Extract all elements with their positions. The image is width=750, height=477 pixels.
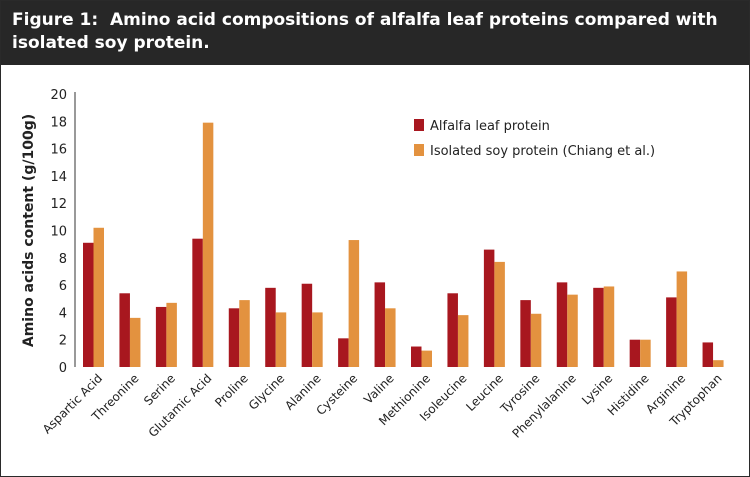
y-axis-title: Amino acids content (g/100g)	[21, 114, 37, 347]
bar-alfalfa	[593, 287, 604, 367]
bar-alfalfa	[702, 342, 714, 367]
x-tick-label: Proline	[212, 371, 251, 410]
x-tick-label: Phenylalanine	[509, 371, 578, 440]
y-tick-label: 20	[50, 88, 67, 103]
bar-soy	[348, 240, 360, 367]
bar-soy	[275, 312, 287, 367]
bar-alfalfa	[520, 300, 531, 367]
figure-header: Figure 1: Amino acid compositions of alf…	[1, 1, 749, 65]
bar-alfalfa	[447, 293, 458, 367]
bar-alfalfa	[374, 282, 386, 367]
bar-soy	[713, 360, 724, 367]
bar-soy	[603, 286, 615, 367]
legend-swatch	[414, 119, 424, 131]
legend-label: Alfalfa leaf protein	[430, 119, 550, 134]
bar-soy	[530, 313, 542, 367]
bar-alfalfa	[338, 338, 349, 367]
y-tick-label: 16	[50, 143, 67, 158]
bar-soy	[385, 308, 396, 367]
bar-alfalfa	[119, 293, 130, 367]
bar-alfalfa	[228, 308, 240, 367]
bar-alfalfa	[155, 306, 167, 367]
bar-soy	[312, 312, 323, 367]
bar-soy	[457, 315, 469, 367]
bar-alfalfa	[265, 287, 276, 367]
bar-soy	[202, 122, 214, 367]
y-tick-label: 8	[59, 252, 67, 267]
x-tick-label: Aspartic Acid	[40, 371, 105, 436]
x-tick-label: Valine	[361, 371, 397, 407]
y-tick-label: 12	[50, 197, 67, 212]
y-tick-label: 0	[59, 361, 67, 376]
figure-title: Figure 1: Amino acid compositions of alf…	[12, 10, 724, 53]
y-tick-label: 14	[50, 170, 67, 185]
y-tick-label: 10	[50, 225, 67, 240]
bar-alfalfa	[629, 339, 641, 367]
x-tick-label: Glycine	[246, 371, 287, 412]
bar-soy	[93, 227, 104, 367]
x-tick-label: Glutamic Acid	[146, 371, 215, 440]
legend-swatch	[414, 144, 424, 156]
legend-label: Isolated soy protein (Chiang et al.)	[430, 144, 655, 159]
bar-soy	[239, 300, 250, 367]
bar-soy	[640, 339, 651, 367]
bar-alfalfa	[666, 297, 677, 367]
bar-alfalfa	[301, 283, 313, 367]
y-tick-label: 4	[59, 306, 67, 321]
y-tick-label: 18	[50, 115, 67, 130]
bar-alfalfa	[83, 242, 94, 367]
y-tick-label: 6	[59, 279, 67, 294]
y-tick-label: 2	[59, 334, 67, 349]
bar-alfalfa	[411, 346, 422, 367]
bar-soy	[129, 317, 141, 367]
bar-soy	[494, 261, 505, 367]
bar-soy	[567, 294, 578, 367]
bar-soy	[676, 271, 688, 367]
bar-soy	[421, 350, 432, 367]
bar-soy	[166, 302, 177, 367]
bar-alfalfa	[483, 249, 495, 367]
bar-alfalfa	[192, 238, 203, 367]
bar-alfalfa	[556, 282, 568, 367]
